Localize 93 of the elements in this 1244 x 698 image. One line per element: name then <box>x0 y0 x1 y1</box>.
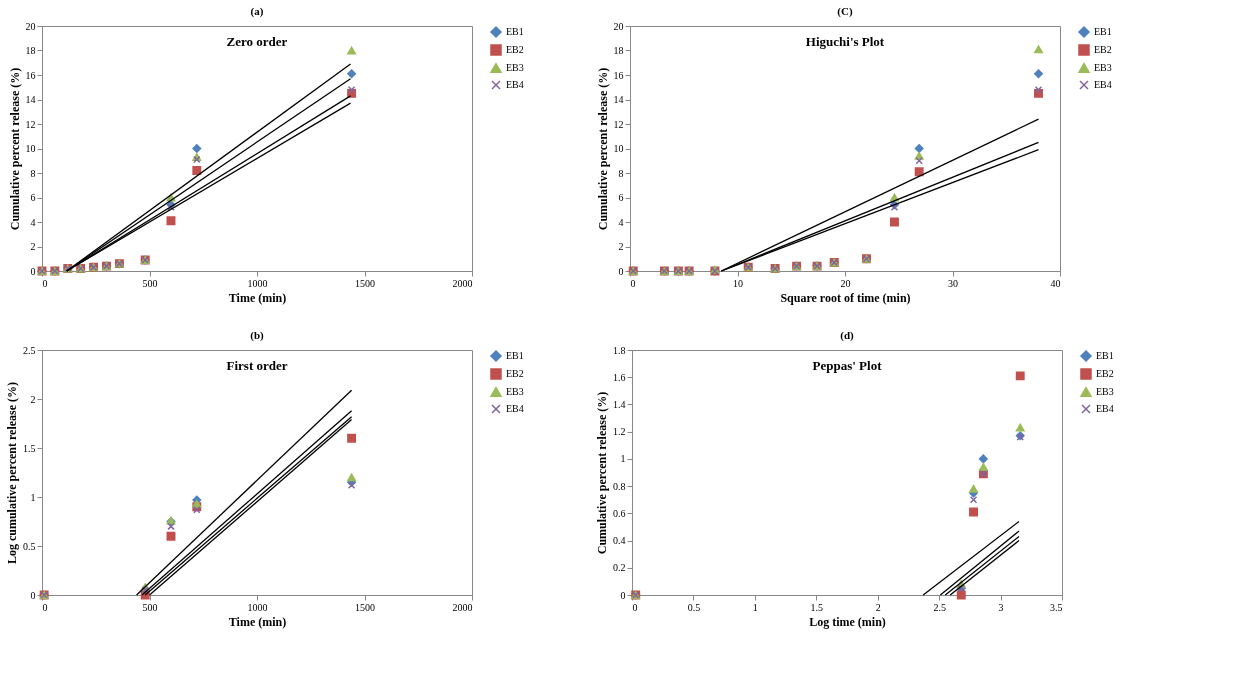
y-tick-label: 18 <box>613 45 624 56</box>
y-tick-label: 0.2 <box>613 562 626 574</box>
legend-label: EB4 <box>506 403 524 414</box>
legend-label: EB3 <box>506 62 524 73</box>
y-tick-label: 10 <box>25 143 36 154</box>
y-tick-label: 14 <box>613 94 624 105</box>
x-tick-label: 40 <box>1050 277 1061 289</box>
y-tick-label: 16 <box>25 69 36 81</box>
x-tick-label: 1500 <box>355 601 375 613</box>
y-tick-label: 0.5 <box>23 540 36 552</box>
legend-label: EB3 <box>1096 386 1114 397</box>
x-tick-label: 1000 <box>247 277 268 289</box>
y-axis-title: Cumulative percent release (%) <box>595 67 610 231</box>
x-tick-label: 1 <box>752 601 758 613</box>
x-tick-label: 1000 <box>247 601 268 613</box>
y-tick-label: 1.5 <box>23 442 36 454</box>
y-tick-label: 12 <box>613 118 624 130</box>
x-tick-label: 500 <box>142 601 158 613</box>
text: Peppas' Plot <box>812 358 883 373</box>
x-axis-title: Time (min) <box>228 614 287 629</box>
x-tick-label: 2000 <box>452 601 473 613</box>
x-tick-label: 3 <box>998 601 1004 613</box>
y-axis-title: Cumulative percent release (%) <box>7 67 22 231</box>
legend-label: EB3 <box>1094 62 1112 73</box>
x-tick-label: 20 <box>840 277 851 289</box>
y-tick-label: 0.8 <box>613 480 626 492</box>
x-tick-label: 500 <box>142 277 158 289</box>
y-tick-label: 4 <box>618 216 624 228</box>
y-tick-label: 1.8 <box>613 344 626 356</box>
y-tick-label: 0 <box>618 265 624 277</box>
y-tick-label: 2 <box>30 393 36 405</box>
y-tick-label: 1 <box>620 453 626 465</box>
x-axis-title: Time (min) <box>228 290 287 305</box>
y-tick-label: 1 <box>30 491 36 503</box>
text: Zero order <box>226 34 288 49</box>
x-axis-title: Square root of time (min) <box>780 290 911 305</box>
y-tick-label: 16 <box>613 69 624 81</box>
y-axis-title: Log cumulative percent release (%) <box>5 381 19 565</box>
x-tick-label: 2.5 <box>933 601 946 613</box>
x-tick-label: 0 <box>42 601 48 613</box>
y-tick-label: 8 <box>618 167 624 179</box>
x-tick-label: 0 <box>630 277 636 289</box>
legend-label: EB1 <box>1094 26 1112 37</box>
x-tick-label: 2000 <box>452 277 473 289</box>
y-tick-label: 10 <box>613 143 624 154</box>
legend-label: EB4 <box>1096 403 1114 414</box>
y-tick-label: 2 <box>618 241 624 252</box>
legend-label: EB2 <box>506 368 524 379</box>
chart-title: (C) <box>837 5 853 18</box>
y-tick-label: 6 <box>30 192 36 203</box>
chart-title: (b) <box>250 329 265 342</box>
y-tick-label: 8 <box>30 167 36 179</box>
text: Higuchi's Plot <box>805 34 885 49</box>
legend-label: EB1 <box>506 350 524 361</box>
text: First order <box>226 358 288 373</box>
y-tick-label: 0.6 <box>613 507 626 519</box>
y-tick-label: 14 <box>25 94 36 105</box>
y-tick-label: 0.4 <box>613 535 626 547</box>
y-tick-label: 18 <box>25 45 36 56</box>
y-tick-label: 1.4 <box>613 398 626 410</box>
legend-label: EB2 <box>506 44 524 55</box>
y-tick-label: 12 <box>25 118 36 130</box>
x-axis-title: Log time (min) <box>809 614 886 629</box>
legend-label: EB1 <box>1096 350 1114 361</box>
y-tick-label: 6 <box>618 192 624 203</box>
x-tick-label: 0 <box>42 277 48 289</box>
y-tick-label: 2 <box>30 241 36 252</box>
legend-label: EB1 <box>506 26 524 37</box>
y-axis-title: Cumulative percent release (%) <box>595 391 609 555</box>
chart-title: (a) <box>250 5 264 18</box>
x-tick-label: 30 <box>948 277 958 289</box>
x-tick-label: 0 <box>632 601 638 613</box>
y-tick-label: 0 <box>30 265 36 277</box>
legend-label: EB3 <box>506 386 524 397</box>
x-tick-label: 2 <box>875 601 881 613</box>
y-tick-label: 1.2 <box>613 426 626 438</box>
y-tick-label: 4 <box>30 216 36 228</box>
x-tick-label: 1.5 <box>810 601 824 613</box>
x-tick-label: 1500 <box>355 277 375 289</box>
y-tick-label: 2.5 <box>23 344 36 356</box>
y-tick-label: 20 <box>613 20 624 32</box>
x-tick-label: 10 <box>733 277 743 289</box>
x-tick-label: 3.5 <box>1050 601 1063 613</box>
legend-label: EB4 <box>506 79 524 90</box>
y-tick-label: 0 <box>620 589 626 601</box>
chart-title: (d) <box>840 329 855 342</box>
x-tick-label: 0.5 <box>687 601 701 613</box>
legend-label: EB2 <box>1096 368 1114 379</box>
y-tick-label: 1.6 <box>613 371 626 383</box>
legend-label: EB2 <box>1094 44 1112 55</box>
y-tick-label: 20 <box>25 20 36 32</box>
legend-label: EB4 <box>1094 79 1112 90</box>
y-tick-label: 0 <box>30 589 36 601</box>
